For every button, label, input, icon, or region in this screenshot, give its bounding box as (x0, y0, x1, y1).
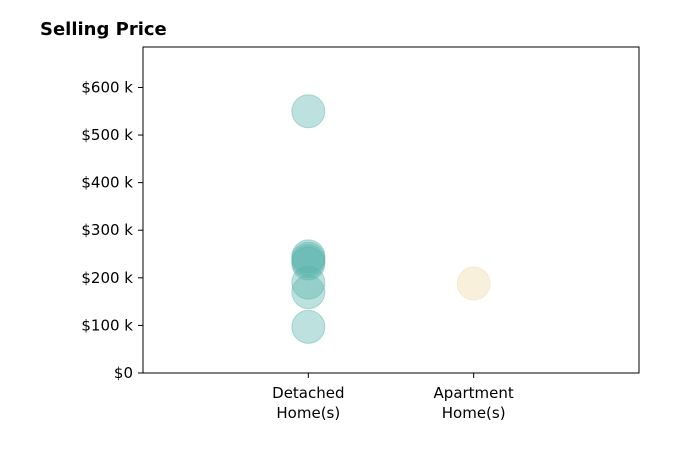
x-tick-label-line: Detached (272, 384, 344, 402)
axes-frame (142, 46, 640, 374)
x-tick-label: Detached Home(s) (272, 384, 344, 422)
data-point (291, 275, 326, 310)
y-tick-label: $200 k (81, 269, 133, 287)
x-tick-label-line: Apartment (434, 384, 514, 402)
x-tick-label-line: Home(s) (276, 404, 340, 422)
data-point (291, 239, 326, 274)
data-point (291, 265, 326, 300)
y-tick-label: $300 k (81, 221, 133, 239)
data-point (291, 246, 326, 281)
y-tick-label: $600 k (81, 78, 133, 96)
data-point (456, 266, 491, 301)
x-tick-label-line: Home(s) (442, 404, 506, 422)
x-tick-label: Apartment Home(s) (434, 384, 514, 422)
y-tick-label: $0 (114, 364, 133, 382)
data-point (291, 94, 326, 129)
y-tick-label: $400 k (81, 174, 133, 192)
data-point (291, 309, 326, 344)
y-tick-label: $100 k (81, 316, 133, 334)
data-point (291, 241, 326, 276)
plot-area: $0 $100 k $200 k $300 k $400 k $500 k $600 k De… (81, 46, 640, 422)
y-tick-label: $500 k (81, 126, 133, 144)
data-point (291, 244, 326, 279)
chart-title: Selling Price (40, 19, 167, 40)
